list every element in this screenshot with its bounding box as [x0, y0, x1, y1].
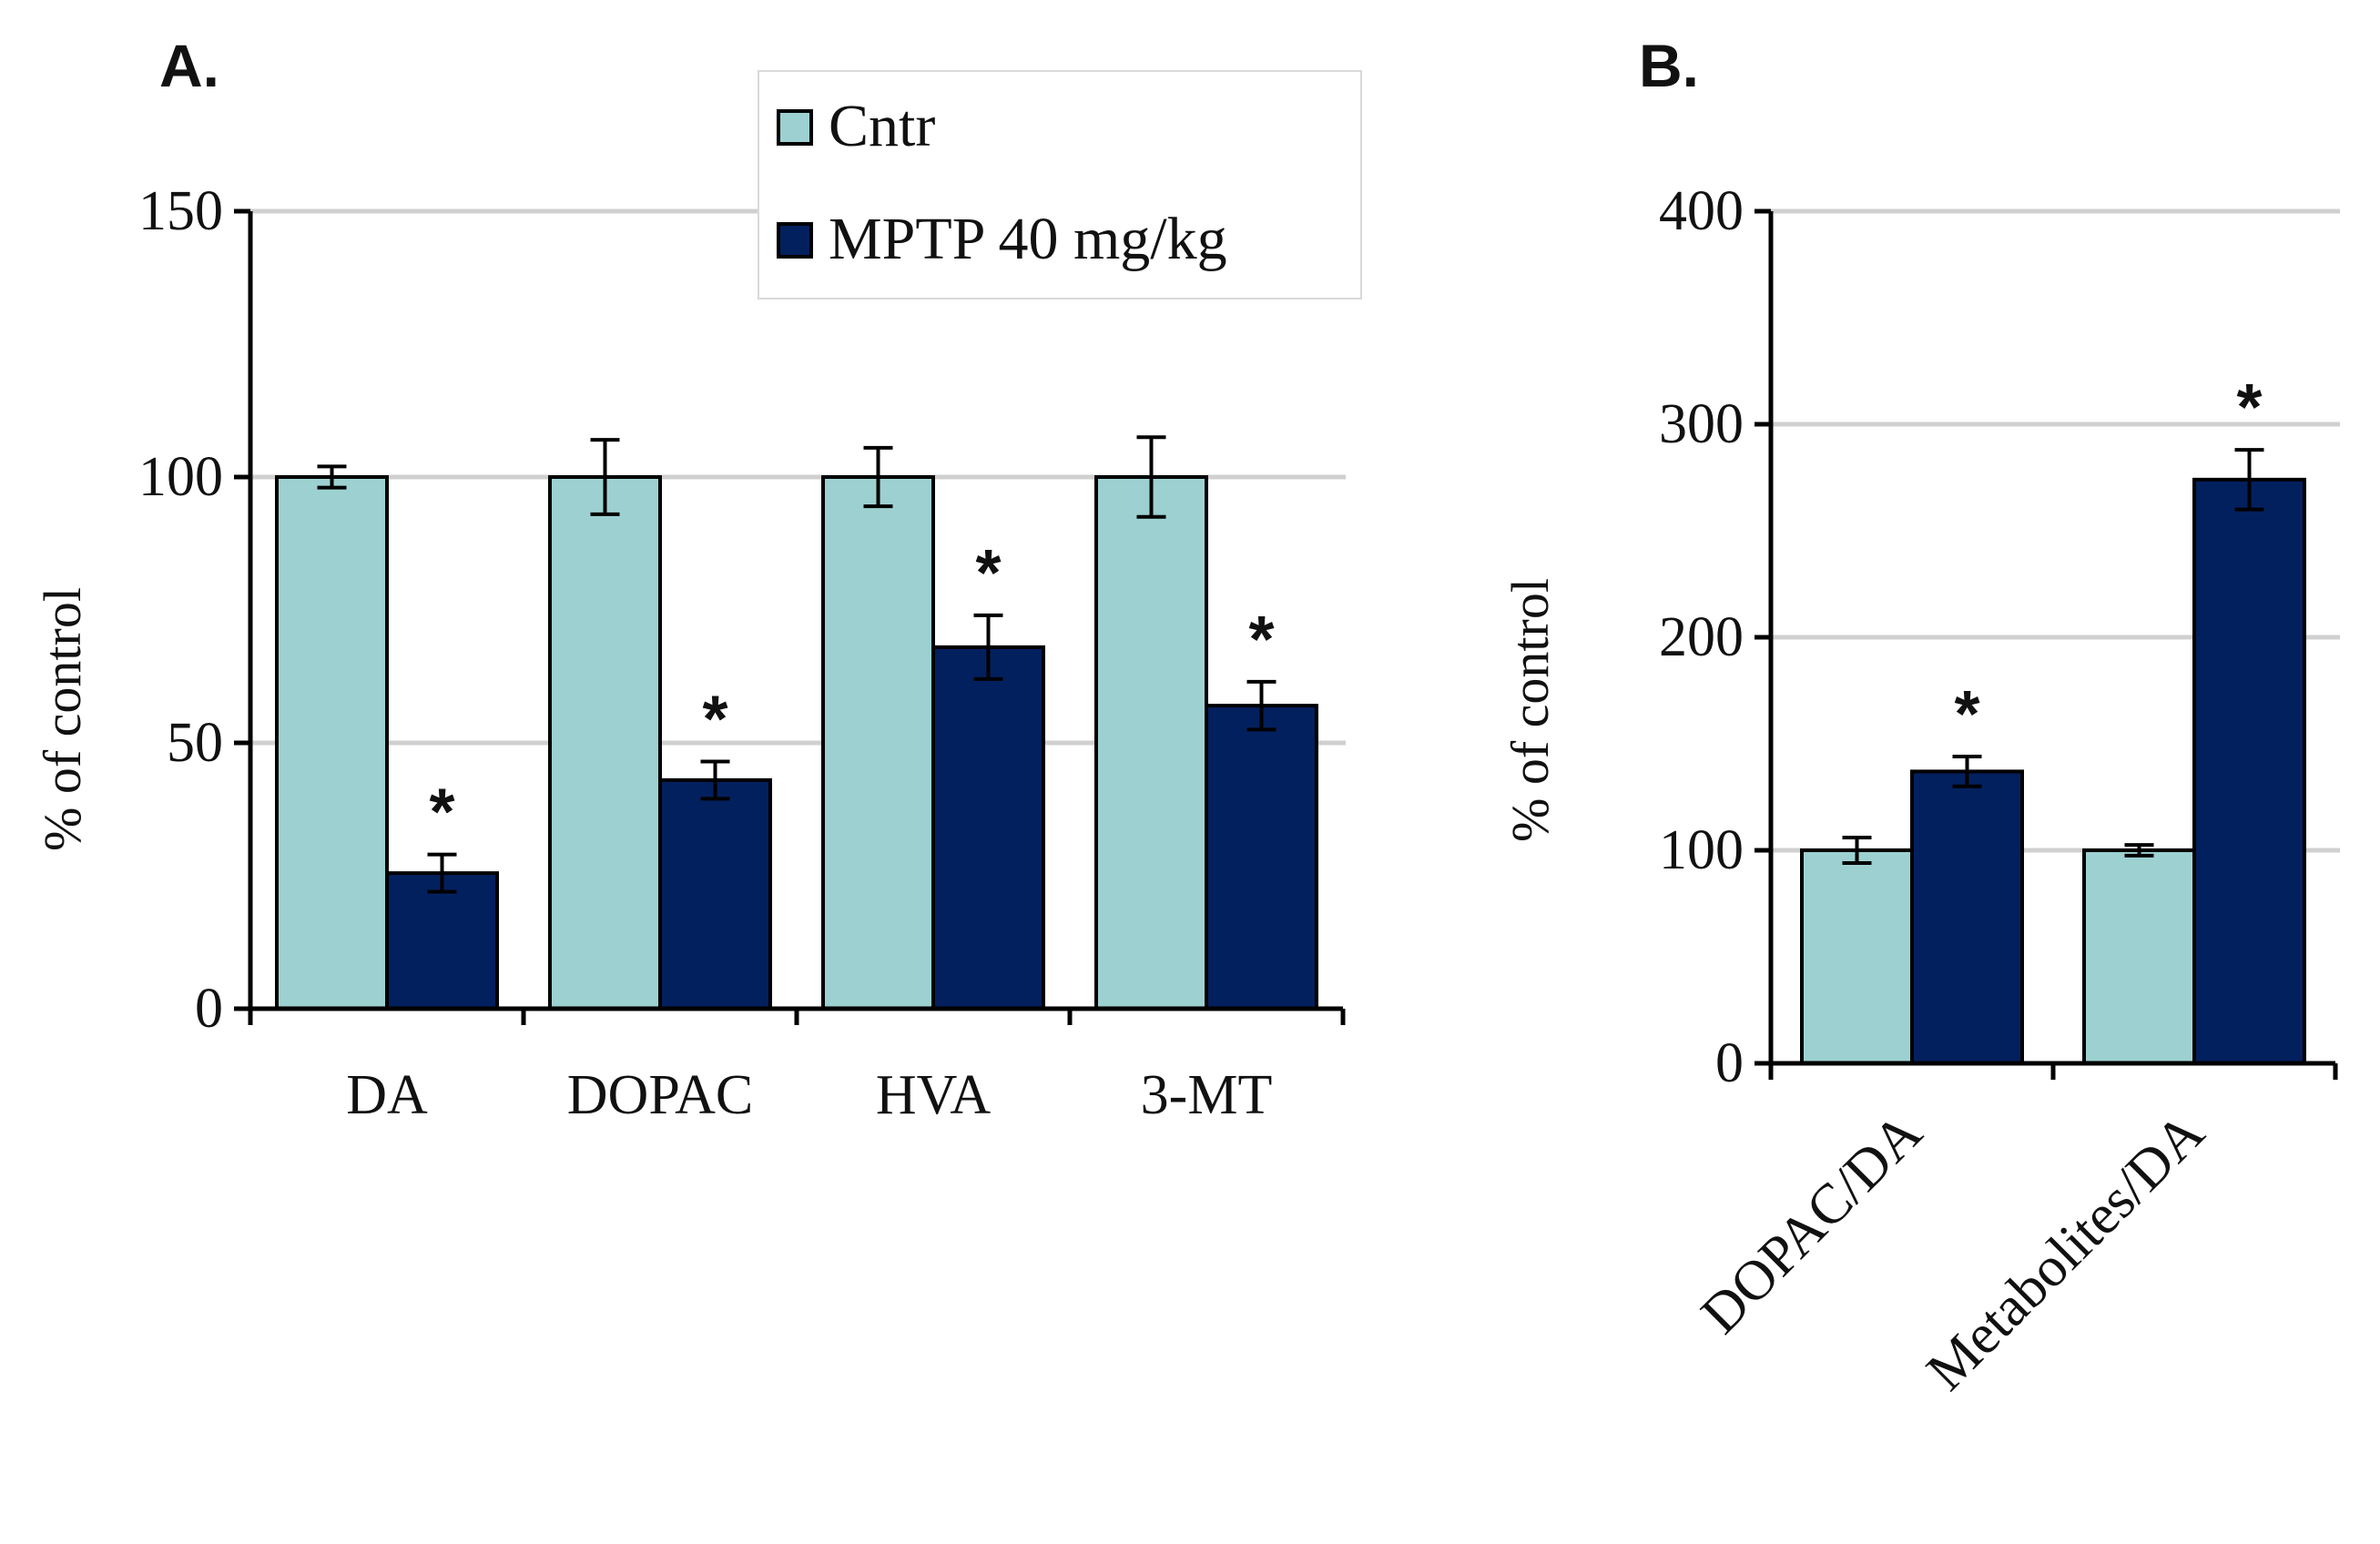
panel-a-y-tick-label-0: 0: [195, 978, 223, 1040]
panel-b-x-tick-label-metabolites-da: Metabolites/DA: [1915, 1102, 2216, 1403]
legend-box: [758, 70, 1362, 300]
panel-a-bars: * * * *: [275, 435, 1318, 1011]
panel-a-x-tick-label-hva: HVA: [876, 1064, 992, 1126]
panel-b-significance-metabolites-da: *: [2236, 371, 2262, 444]
panel-a-x-tick-label-3-mt: 3-MT: [1141, 1064, 1273, 1126]
panel-b-bars: **: [1800, 371, 2306, 1065]
panel-b-y-tick-label-300: 300: [1659, 393, 1744, 455]
panel-a-y-tick-label-50: 50: [167, 712, 223, 774]
panel-b-y-tick-label-400: 400: [1659, 180, 1744, 242]
panel-b-y-tick-label-0: 0: [1715, 1032, 1744, 1094]
panel-b-y-axis-label: % of control: [1500, 578, 1560, 842]
panel-a-y-axis-label: % of control: [33, 587, 92, 851]
panel-a-significance-hva: *: [975, 537, 1001, 610]
panel-b-bar-metabolites-da-cntr: [2082, 848, 2196, 1065]
panel-b-y-tick-label-100: 100: [1659, 819, 1744, 881]
panel-a-y-tick-label-100: 100: [138, 446, 223, 508]
panel-a-bar-dopac-mptp-40-mg-kg: [658, 777, 772, 1011]
panel-a-significance-da: *: [429, 777, 454, 849]
panel-a-x-tick-label-dopac: DOPAC: [567, 1064, 753, 1126]
legend: Cntr MPTP 40 mg/kg: [758, 70, 1362, 300]
panel-b-bar-dopac-da-cntr: [1800, 848, 1914, 1065]
panel-b-bar-metabolites-da-mptp-40-mg-kg: [2192, 477, 2306, 1065]
panel-a: A. * * * * 0 50 100 150 DA DOPAC HVA 3-MT % of co…: [33, 32, 1362, 1126]
panel-b-letter: B.: [1639, 32, 1699, 99]
panel-a-axes: [234, 208, 1346, 1025]
legend-label-cntr: Cntr: [829, 93, 935, 159]
panel-a-bar-hva-mptp-40-mg-kg: [931, 645, 1045, 1011]
panel-b-x-tick-label-dopac-da: DOPAC/DA: [1690, 1102, 1934, 1346]
panel-a-bar-hva-cntr: [821, 475, 935, 1011]
panel-b-y-ticks: 0 100 200 300 400: [1659, 180, 1744, 1094]
panel-a-x-ticks: DA DOPAC HVA 3-MT: [346, 1064, 1272, 1126]
panel-b-y-tick-label-200: 200: [1659, 606, 1744, 668]
panel-b-significance-dopac-da: *: [1954, 678, 1979, 751]
panel-a-x-tick-label-da: DA: [346, 1064, 428, 1126]
legend-label-mptp: MPTP 40 mg/kg: [829, 206, 1227, 272]
panel-b-axes: [1754, 208, 2338, 1080]
panel-a-significance-dopac: *: [702, 683, 727, 756]
panel-a-y-ticks: 0 50 100 150: [138, 180, 223, 1040]
legend-swatch-mptp: [777, 222, 813, 259]
panel-a-bar-3-mt-cntr: [1094, 475, 1208, 1011]
panel-a-y-tick-label-150: 150: [138, 180, 223, 242]
panel-a-bar-3-mt-mptp-40-mg-kg: [1205, 704, 1318, 1011]
panel-a-significance-3-mt: *: [1248, 604, 1274, 676]
panel-a-bar-dopac-cntr: [548, 475, 662, 1011]
panel-b-bar-dopac-da-mptp-40-mg-kg: [1910, 769, 2024, 1065]
panel-a-letter: A.: [159, 32, 219, 99]
legend-swatch-cntr: [777, 109, 813, 146]
panel-a-bar-da-cntr: [275, 475, 389, 1011]
